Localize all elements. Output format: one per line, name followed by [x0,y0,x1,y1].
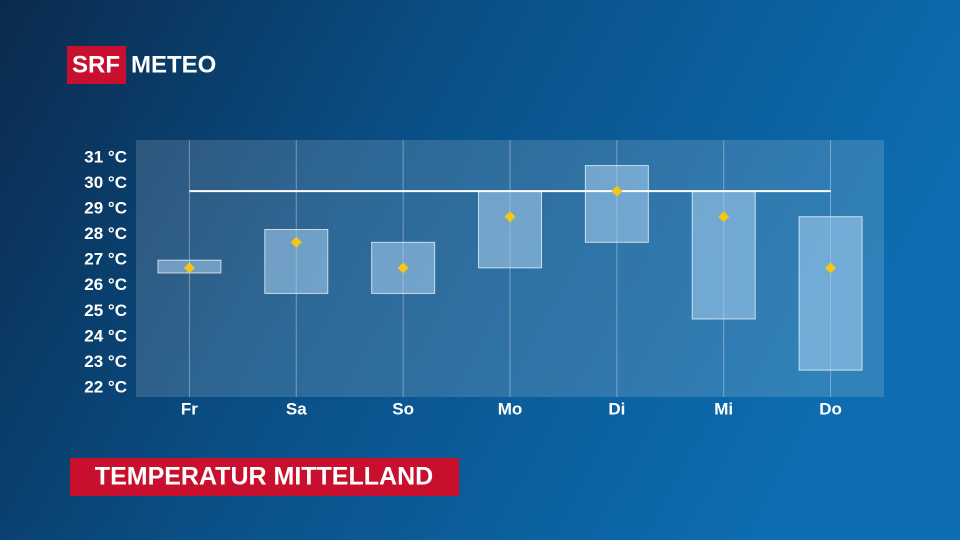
mean-marker [397,262,409,274]
x-tick-label: Sa [286,399,307,418]
y-tick-label: 29 °C [84,199,127,218]
x-tick-label: So [392,399,414,418]
y-tick-label: 25 °C [84,301,127,320]
y-tick-label: 31 °C [84,147,127,166]
mean-marker [611,185,623,197]
range-box [798,216,863,371]
x-tick-label: Mo [498,399,523,418]
mean-marker [504,211,516,223]
y-tick-label: 26 °C [84,275,127,294]
y-tick-label: 23 °C [84,352,127,371]
plot-area [136,140,884,397]
y-tick-label: 27 °C [84,250,127,269]
y-tick-label: 30 °C [84,173,127,192]
x-tick-label: Do [819,399,842,418]
y-tick-label: 28 °C [84,224,127,243]
mean-marker [825,262,837,274]
mean-marker [183,262,195,274]
range-box [478,190,542,269]
logo-meteo: METEO [131,51,216,78]
logo-box [67,46,126,84]
chart-title: TEMPERATUR MITTELLAND [95,463,433,491]
logo-srf: SRF [72,51,120,78]
mean-marker [290,236,302,248]
y-tick-label: 22 °C [84,378,127,397]
title-box [70,458,459,496]
range-box [691,190,756,320]
range-box [584,165,649,243]
x-tick-label: Mi [714,399,733,418]
mean-marker [718,211,730,223]
x-tick-label: Fr [181,399,198,418]
x-tick-label: Di [608,399,625,418]
y-tick-label: 24 °C [84,326,127,345]
